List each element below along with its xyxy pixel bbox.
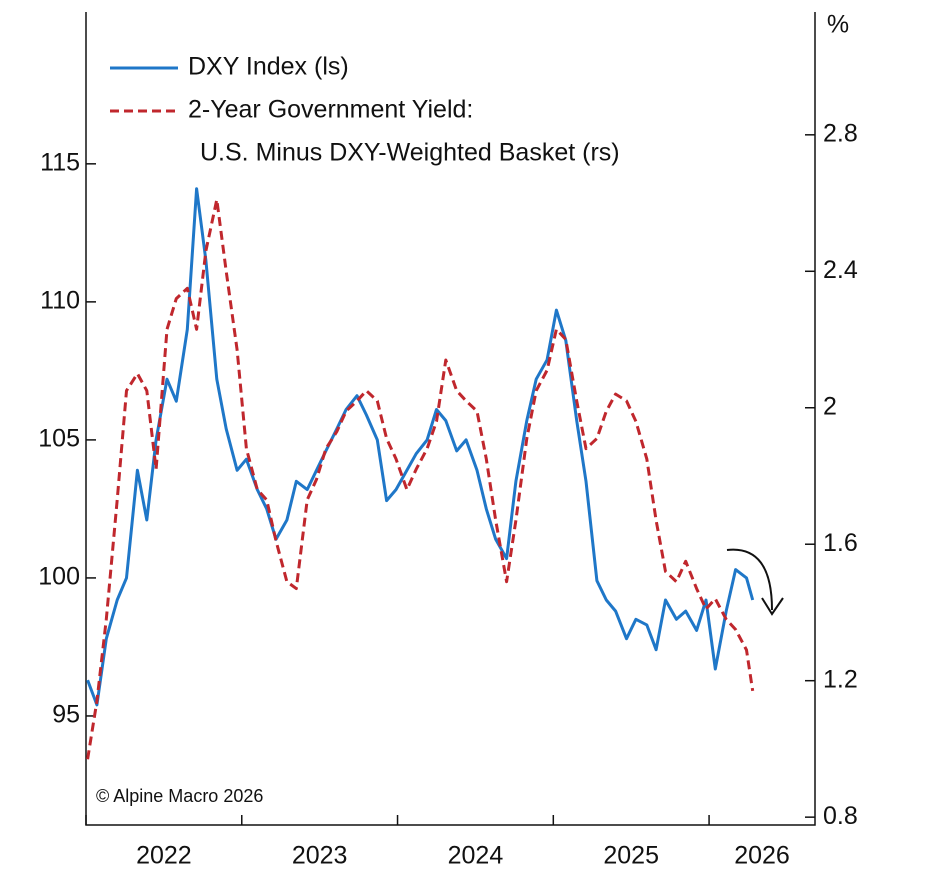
series-line [86,187,755,707]
y2-unit: % [827,11,849,39]
y2-tick-label: 0.8 [823,802,858,830]
y-tick-label: 105 [38,425,80,453]
x-tick-label: 2023 [292,842,348,870]
y2-tick-label: 2.8 [823,119,858,147]
arrow [726,548,773,611]
legend-label: U.S. Minus DXY-Weighted Basket (rs) [200,139,620,167]
y2-tick-label: 2.4 [823,256,858,284]
x-tick-label: 2026 [734,842,790,870]
annotation: © Alpine Macro 2026 [96,786,263,806]
plot-frame [85,12,816,826]
x-tick-label: 2025 [603,842,659,870]
y-tick-label: 100 [38,563,80,591]
legend-label: 2-Year Government Yield: [188,96,473,124]
series-line [86,198,755,760]
legend-label: DXY Index (ls) [188,53,349,81]
y-tick-label: 110 [40,286,80,314]
y2-tick-label: 1.2 [823,665,858,693]
x-tick-label: 2022 [136,842,192,870]
y2-tick-label: 2 [823,392,837,420]
arrow-head [761,597,784,616]
y2-tick-label: 1.6 [823,529,858,557]
y-tick-label: 115 [40,148,80,176]
y-tick-label: 95 [52,701,80,729]
x-tick-label: 2024 [448,842,504,870]
